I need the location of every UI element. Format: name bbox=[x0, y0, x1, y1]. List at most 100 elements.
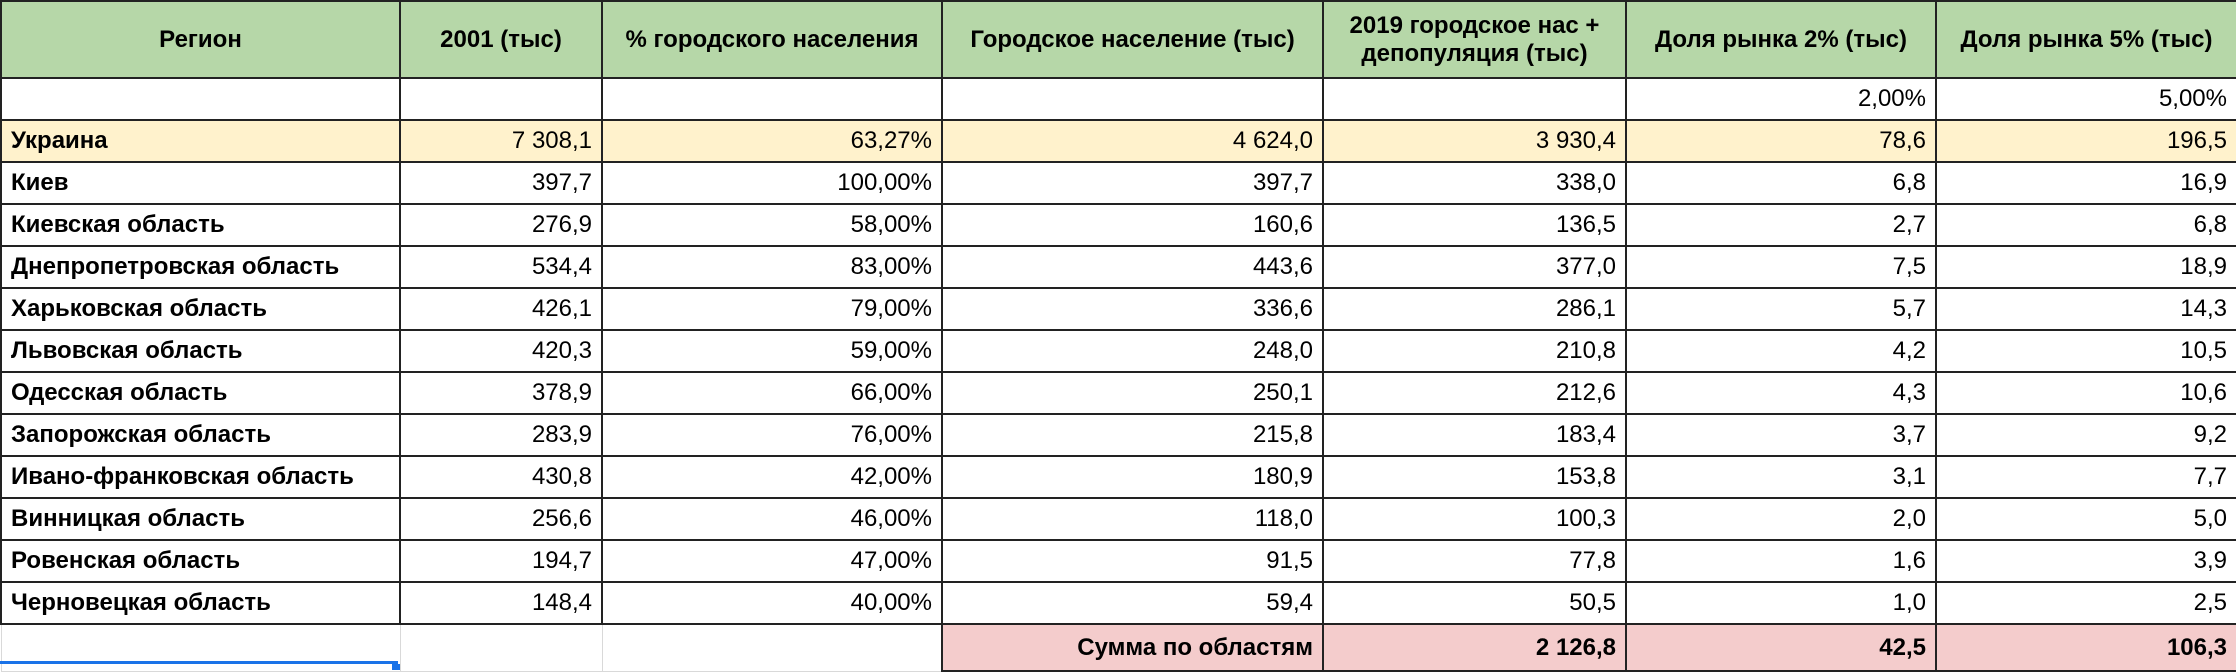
row-region[interactable]: Черновецкая область bbox=[1, 582, 400, 624]
row-pop2001[interactable]: 194,7 bbox=[400, 540, 602, 582]
row-share-5[interactable]: 3,9 bbox=[1936, 540, 2236, 582]
row-share-2[interactable]: 3,1 bbox=[1626, 456, 1936, 498]
total-pop2001[interactable]: 7 308,1 bbox=[400, 120, 602, 162]
header-share-2[interactable]: Доля рынка 2% (тыс) bbox=[1626, 1, 1936, 78]
row-pop2001[interactable]: 148,4 bbox=[400, 582, 602, 624]
row-share-5[interactable]: 7,7 bbox=[1936, 456, 2236, 498]
row-urban-pop[interactable]: 336,6 bbox=[942, 288, 1323, 330]
row-region[interactable]: Днепропетровская область bbox=[1, 246, 400, 288]
row-urban-pop[interactable]: 160,6 bbox=[942, 204, 1323, 246]
row-urban-pct[interactable]: 40,00% bbox=[602, 582, 942, 624]
empty-cell[interactable] bbox=[400, 78, 602, 120]
row-urban-pop[interactable]: 250,1 bbox=[942, 372, 1323, 414]
row-region[interactable]: Винницкая область bbox=[1, 498, 400, 540]
total-urban-pct[interactable]: 63,27% bbox=[602, 120, 942, 162]
row-urban-pop[interactable]: 118,0 bbox=[942, 498, 1323, 540]
empty-cell[interactable] bbox=[1323, 78, 1626, 120]
header-urban-2019[interactable]: 2019 городское нас + депопуляция (тыс) bbox=[1323, 1, 1626, 78]
row-pop2001[interactable]: 426,1 bbox=[400, 288, 602, 330]
row-urban-pct[interactable]: 83,00% bbox=[602, 246, 942, 288]
row-region[interactable]: Киев bbox=[1, 162, 400, 204]
total-region[interactable]: Украина bbox=[1, 120, 400, 162]
row-urban-pct[interactable]: 66,00% bbox=[602, 372, 942, 414]
empty-cell[interactable] bbox=[1, 78, 400, 120]
sum-share-5[interactable]: 106,3 bbox=[1936, 624, 2236, 671]
row-region[interactable]: Львовская область bbox=[1, 330, 400, 372]
row-share-2[interactable]: 6,8 bbox=[1626, 162, 1936, 204]
header-share-5[interactable]: Доля рынка 5% (тыс) bbox=[1936, 1, 2236, 78]
row-urban-2019[interactable]: 210,8 bbox=[1323, 330, 1626, 372]
row-share-5[interactable]: 18,9 bbox=[1936, 246, 2236, 288]
row-urban-pct[interactable]: 100,00% bbox=[602, 162, 942, 204]
empty-cell[interactable] bbox=[602, 78, 942, 120]
row-region[interactable]: Ровенская область bbox=[1, 540, 400, 582]
header-region[interactable]: Регион bbox=[1, 1, 400, 78]
row-urban-pct[interactable]: 47,00% bbox=[602, 540, 942, 582]
row-region[interactable]: Запорожская область bbox=[1, 414, 400, 456]
row-share-2[interactable]: 4,2 bbox=[1626, 330, 1936, 372]
empty-cell[interactable] bbox=[942, 78, 1323, 120]
fill-handle[interactable] bbox=[392, 664, 400, 670]
row-share-2[interactable]: 7,5 bbox=[1626, 246, 1936, 288]
rate-share-5[interactable]: 5,00% bbox=[1936, 78, 2236, 120]
rate-share-2[interactable]: 2,00% bbox=[1626, 78, 1936, 120]
row-urban-pop[interactable]: 248,0 bbox=[942, 330, 1323, 372]
sum-urban-2019[interactable]: 2 126,8 bbox=[1323, 624, 1626, 671]
row-urban-pop[interactable]: 91,5 bbox=[942, 540, 1323, 582]
row-urban-pct[interactable]: 46,00% bbox=[602, 498, 942, 540]
row-pop2001[interactable]: 430,8 bbox=[400, 456, 602, 498]
row-share-2[interactable]: 1,0 bbox=[1626, 582, 1936, 624]
row-share-5[interactable]: 16,9 bbox=[1936, 162, 2236, 204]
row-urban-pop[interactable]: 215,8 bbox=[942, 414, 1323, 456]
row-share-5[interactable]: 2,5 bbox=[1936, 582, 2236, 624]
row-pop2001[interactable]: 276,9 bbox=[400, 204, 602, 246]
row-urban-2019[interactable]: 100,3 bbox=[1323, 498, 1626, 540]
row-pop2001[interactable]: 397,7 bbox=[400, 162, 602, 204]
empty-cell[interactable] bbox=[400, 624, 602, 671]
total-share-5[interactable]: 196,5 bbox=[1936, 120, 2236, 162]
row-urban-pct[interactable]: 79,00% bbox=[602, 288, 942, 330]
row-pop2001[interactable]: 283,9 bbox=[400, 414, 602, 456]
row-share-5[interactable]: 10,6 bbox=[1936, 372, 2236, 414]
row-pop2001[interactable]: 534,4 bbox=[400, 246, 602, 288]
row-urban-2019[interactable]: 136,5 bbox=[1323, 204, 1626, 246]
row-urban-pop[interactable]: 180,9 bbox=[942, 456, 1323, 498]
row-share-5[interactable]: 9,2 bbox=[1936, 414, 2236, 456]
row-share-2[interactable]: 3,7 bbox=[1626, 414, 1936, 456]
row-share-2[interactable]: 5,7 bbox=[1626, 288, 1936, 330]
row-urban-2019[interactable]: 286,1 bbox=[1323, 288, 1626, 330]
header-urban-pct[interactable]: % городского населения bbox=[602, 1, 942, 78]
row-urban-2019[interactable]: 153,8 bbox=[1323, 456, 1626, 498]
row-urban-2019[interactable]: 377,0 bbox=[1323, 246, 1626, 288]
total-share-2[interactable]: 78,6 bbox=[1626, 120, 1936, 162]
row-urban-pop[interactable]: 397,7 bbox=[942, 162, 1323, 204]
row-region[interactable]: Ивано-франковская область bbox=[1, 456, 400, 498]
row-urban-2019[interactable]: 183,4 bbox=[1323, 414, 1626, 456]
row-urban-2019[interactable]: 50,5 bbox=[1323, 582, 1626, 624]
row-urban-pct[interactable]: 59,00% bbox=[602, 330, 942, 372]
row-share-2[interactable]: 2,0 bbox=[1626, 498, 1936, 540]
row-urban-pct[interactable]: 42,00% bbox=[602, 456, 942, 498]
empty-cell[interactable] bbox=[602, 624, 942, 671]
row-urban-2019[interactable]: 338,0 bbox=[1323, 162, 1626, 204]
row-share-5[interactable]: 6,8 bbox=[1936, 204, 2236, 246]
header-pop2001[interactable]: 2001 (тыс) bbox=[400, 1, 602, 78]
row-urban-2019[interactable]: 212,6 bbox=[1323, 372, 1626, 414]
row-share-2[interactable]: 1,6 bbox=[1626, 540, 1936, 582]
row-urban-2019[interactable]: 77,8 bbox=[1323, 540, 1626, 582]
row-region[interactable]: Харьковская область bbox=[1, 288, 400, 330]
row-share-5[interactable]: 5,0 bbox=[1936, 498, 2236, 540]
row-pop2001[interactable]: 378,9 bbox=[400, 372, 602, 414]
row-pop2001[interactable]: 420,3 bbox=[400, 330, 602, 372]
cell-selection-outline[interactable] bbox=[0, 661, 398, 669]
total-urban-2019[interactable]: 3 930,4 bbox=[1323, 120, 1626, 162]
sum-label[interactable]: Сумма по областям bbox=[942, 624, 1323, 671]
header-urban-pop[interactable]: Городское население (тыс) bbox=[942, 1, 1323, 78]
row-share-5[interactable]: 14,3 bbox=[1936, 288, 2236, 330]
row-urban-pop[interactable]: 59,4 bbox=[942, 582, 1323, 624]
row-share-2[interactable]: 4,3 bbox=[1626, 372, 1936, 414]
row-share-2[interactable]: 2,7 bbox=[1626, 204, 1936, 246]
row-pop2001[interactable]: 256,6 bbox=[400, 498, 602, 540]
row-urban-pop[interactable]: 443,6 bbox=[942, 246, 1323, 288]
row-region[interactable]: Одесская область bbox=[1, 372, 400, 414]
